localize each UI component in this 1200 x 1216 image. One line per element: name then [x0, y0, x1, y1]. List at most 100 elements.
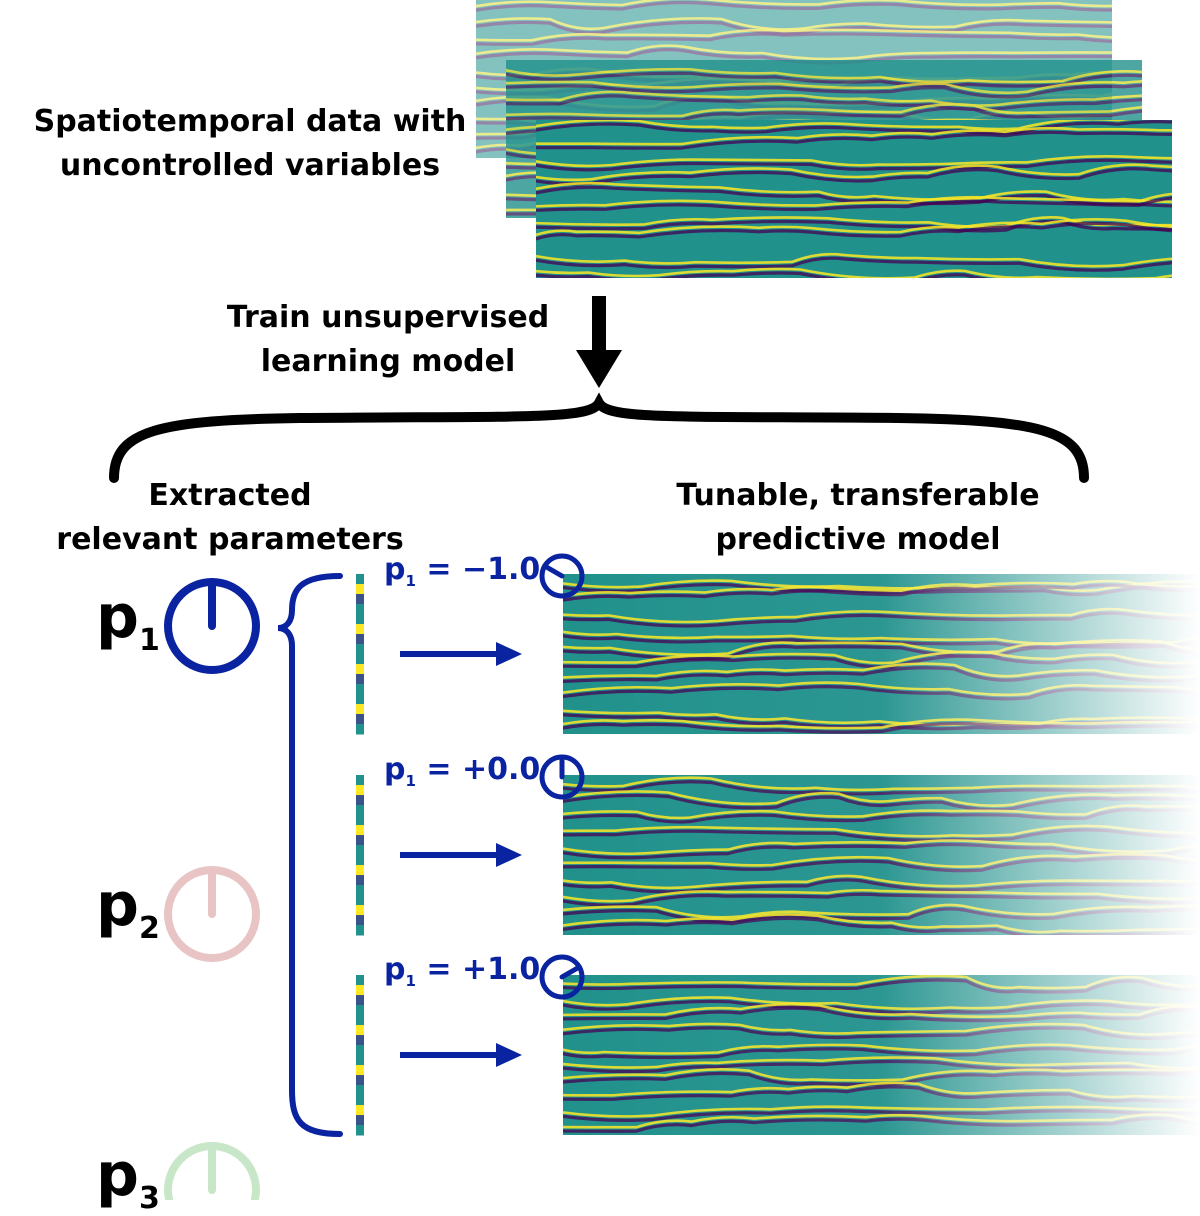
knob-needle	[542, 563, 565, 579]
latent-segment	[356, 624, 364, 635]
field-fade	[563, 574, 1200, 734]
latent-segment	[356, 664, 364, 675]
prediction-panels	[563, 574, 1200, 1135]
pred-index: 1	[405, 972, 416, 990]
pred-symbol: p	[384, 952, 406, 987]
field-fade	[563, 775, 1200, 935]
latent-segment	[356, 875, 364, 886]
latent-segment	[356, 1015, 364, 1026]
field-crest	[506, 67, 1142, 84]
prediction-knob-1-icon	[539, 553, 585, 599]
field-crest	[536, 154, 1172, 168]
arrow-head	[496, 1043, 522, 1067]
field-trough	[476, 20, 1112, 36]
latent-stripe-1	[356, 574, 364, 735]
model-label-line1: Tunable, transferable	[676, 478, 1040, 513]
prediction-value-2: p1 = +0.0	[384, 752, 540, 790]
params-label-line2: relevant parameters	[56, 522, 404, 557]
latent-segment	[356, 1025, 364, 1036]
prediction-decor	[356, 553, 585, 1136]
latent-segment	[356, 785, 364, 796]
param-index: 2	[138, 911, 160, 946]
field-crest	[506, 80, 1142, 95]
arrow-head	[496, 843, 522, 867]
field-trough	[536, 256, 1172, 272]
prediction-knob-3-icon	[539, 954, 585, 1000]
latent-segment	[356, 704, 364, 715]
param-knob-1-icon	[164, 578, 260, 674]
latent-segment	[356, 604, 364, 615]
arrow-head	[496, 642, 522, 666]
latent-segment	[356, 724, 364, 735]
prediction-panel-3	[563, 975, 1200, 1135]
pred-index: 1	[405, 572, 416, 590]
prediction-value-3: p1 = +1.0	[384, 952, 540, 990]
train-label-line2: learning model	[260, 344, 516, 379]
model-label-line2: predictive model	[715, 522, 1001, 557]
latent-segment	[356, 644, 364, 655]
latent-segment	[356, 1085, 364, 1096]
input-data-label-line1: Spatiotemporal data with	[33, 104, 467, 139]
field-trough	[536, 120, 1172, 135]
prediction-value-1: p1 = −1.0	[384, 552, 540, 590]
param-knob-3-icon	[164, 1142, 260, 1200]
latent-segment	[356, 925, 364, 936]
field-crest	[476, 0, 1112, 8]
prediction-arrow-3	[400, 1043, 522, 1067]
latent-segment	[356, 1045, 364, 1056]
input-data-stack	[476, 0, 1172, 278]
pred-value: = −1.0	[426, 552, 541, 587]
input-data-label-line2: uncontrolled variables	[59, 148, 441, 183]
param-label-p3: p3	[96, 1140, 160, 1216]
field-crest	[536, 163, 1172, 182]
field-fade	[563, 975, 1200, 1135]
latent-segment	[356, 835, 364, 846]
latent-segment	[356, 775, 364, 786]
input-panel-front	[536, 120, 1172, 278]
latent-stripe-2	[356, 775, 364, 936]
latent-segment	[356, 614, 364, 625]
param-label-p1: p1	[96, 582, 160, 658]
latent-segment	[356, 795, 364, 806]
latent-segment	[356, 714, 364, 725]
field-trough	[536, 221, 1172, 241]
field-trough	[536, 196, 1172, 212]
field-crest	[536, 192, 1172, 208]
field-crest	[506, 90, 1142, 107]
prediction-panel-1	[563, 574, 1200, 734]
field-crest	[536, 252, 1172, 268]
latent-segment	[356, 574, 364, 585]
train-label: Train unsupervised learning model	[208, 296, 568, 384]
knob-ring	[539, 553, 585, 599]
input-data-label: Spatiotemporal data with uncontrolled va…	[10, 100, 490, 188]
prediction-knob-2-icon	[539, 754, 585, 800]
prediction-panel-2	[563, 775, 1200, 935]
latent-segment	[356, 865, 364, 876]
latent-segment	[356, 684, 364, 695]
latent-segment	[356, 985, 364, 996]
field-trough	[506, 83, 1142, 99]
field-crest	[536, 218, 1172, 237]
field-trough	[536, 219, 1172, 233]
field-trough	[506, 94, 1142, 112]
latent-segment	[356, 885, 364, 896]
field-crest	[536, 126, 1172, 146]
param-knob-2-icon	[164, 866, 260, 962]
field-trough	[536, 130, 1172, 150]
parameter-knobs	[164, 578, 260, 1200]
latent-segment	[356, 995, 364, 1006]
latent-segment	[356, 895, 364, 906]
field-trough	[536, 158, 1172, 172]
field-crest	[506, 103, 1142, 118]
latent-segment	[356, 694, 364, 705]
field-trough	[506, 71, 1142, 88]
field-crest	[536, 120, 1133, 131]
param-label-p2: p2	[96, 870, 160, 946]
param-index: 3	[138, 1181, 160, 1216]
knob-needle	[559, 964, 582, 980]
latent-segment	[356, 584, 364, 595]
field-trough	[476, 0, 1112, 12]
latent-segment	[356, 855, 364, 866]
latent-segment	[356, 634, 364, 645]
field-crest	[476, 44, 1112, 61]
